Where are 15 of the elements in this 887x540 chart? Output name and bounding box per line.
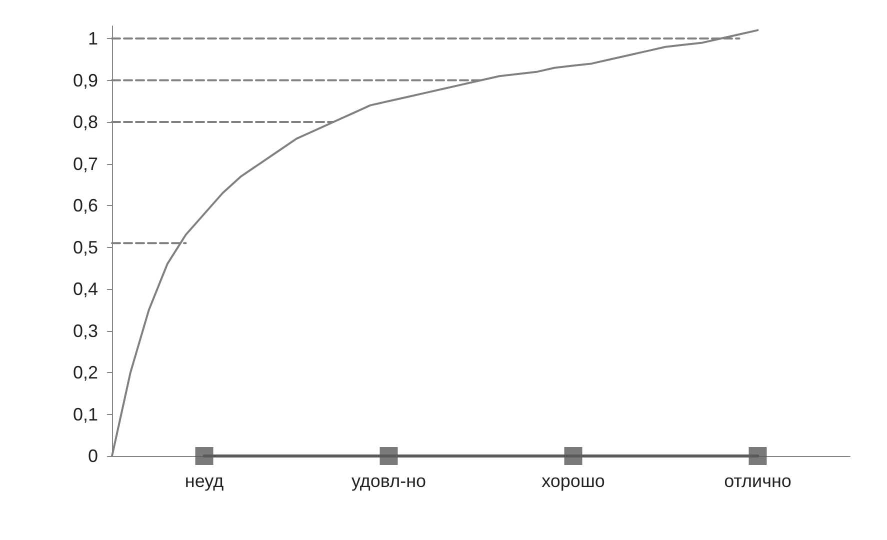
y-tick-label: 0,7	[72, 154, 98, 174]
y-tick-label: 0,3	[72, 320, 98, 341]
x-tick-label: хорошо	[542, 471, 605, 491]
y-tick-label: 1	[88, 28, 98, 49]
y-tick-label: 0	[88, 446, 98, 466]
y-tick-label: 0,2	[72, 362, 98, 383]
y-tick-label: 0,8	[72, 112, 98, 132]
y-tick-label: 0,1	[72, 404, 98, 424]
x-tick-label: удовл-но	[351, 471, 426, 491]
y-tick-label: 0,9	[72, 70, 98, 90]
x-tick-label: неуд	[184, 471, 224, 491]
y-tick-label: 0,5	[72, 237, 98, 258]
y-tick-label: 0,6	[72, 196, 98, 216]
y-tick-label: 0,4	[72, 279, 98, 300]
x-tick-label: отлично	[724, 471, 792, 491]
